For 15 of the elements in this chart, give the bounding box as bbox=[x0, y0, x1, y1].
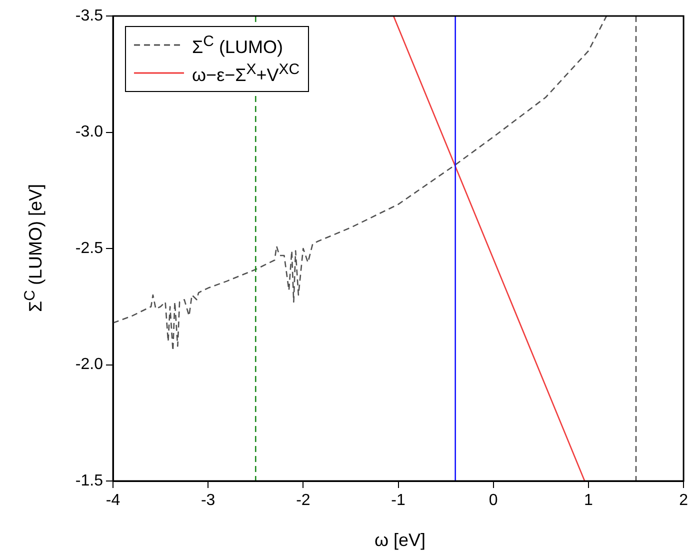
legend-label: ω−ε−Σ$^{X}$+V$^{XC}$ bbox=[192, 60, 300, 86]
x-axis-title: ω [eV] bbox=[374, 530, 426, 551]
x-tick-label: -3 bbox=[200, 492, 216, 510]
y-tick-label: -1.5 bbox=[75, 472, 104, 490]
x-tick-label: -1 bbox=[391, 492, 406, 510]
legend-label: Σ$^{C}$ (LUMO) bbox=[192, 32, 283, 58]
x-tick-label: -4 bbox=[106, 492, 120, 510]
y-tick-label: -2.0 bbox=[75, 356, 104, 374]
x-tick-label: 2 bbox=[679, 492, 688, 510]
y-tick-label: -3.5 bbox=[75, 7, 104, 24]
x-tick-label: -2 bbox=[296, 492, 310, 510]
x-tick-label: 1 bbox=[584, 492, 594, 510]
y-tick-label: -3.0 bbox=[75, 124, 104, 141]
x-tick-label: 0 bbox=[488, 492, 498, 510]
y-tick-label: -2.5 bbox=[75, 240, 104, 257]
